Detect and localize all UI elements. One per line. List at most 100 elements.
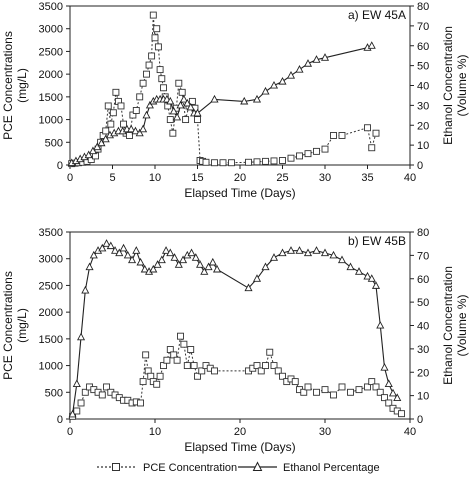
panel-b-ethanol-point [102, 239, 111, 247]
panel-a-pce-point [154, 43, 162, 51]
panel-b-ethanol-point [286, 246, 296, 254]
panel-a-pce-point [112, 88, 120, 96]
panel-a-pce-point [304, 150, 312, 158]
panel-a-y-left-tick-label: 3000 [39, 24, 63, 36]
panel-a-pce-point [139, 79, 147, 87]
panel-a-pce-point [338, 132, 346, 139]
panel-b-panel-label: b) EW 45B [348, 234, 406, 248]
panel-b-y-right-tick-label: 0 [417, 414, 423, 426]
panel-a-ethanol-point [278, 76, 287, 85]
panel-b-pce-point [198, 367, 206, 375]
panel-b-ethanol-point [77, 332, 86, 341]
panel-a-y-right-axis-label-line: (Volume %) [455, 54, 469, 116]
panel-a-y-right-tick-label: 40 [417, 81, 429, 93]
panel-b-ethanol-point [81, 285, 90, 294]
panel-b-ethanol-point [191, 253, 200, 261]
panel-b-y-right-tick-label: 60 [417, 274, 429, 286]
panel-b-y-right-tick-label: 10 [417, 391, 429, 403]
panel-b-ethanol-point [380, 363, 389, 371]
legend-ethanol-label: Ethanol Percentage [283, 462, 380, 474]
panel-b-pce-point [398, 410, 405, 418]
panel-a-ethanol-point [240, 96, 249, 105]
panel-a-ethanol-point [269, 80, 279, 89]
panel-b-ethanol-point [115, 248, 124, 257]
panel-a-pce-point [287, 154, 295, 162]
panel-a-pce-point [120, 120, 128, 128]
panel-b-y-left-tick-label: 2500 [39, 280, 63, 292]
panel-b-ethanol-point [371, 281, 381, 289]
panel-b-ethanol-point [149, 264, 158, 273]
panel-b-x-tick-label: 10 [149, 426, 161, 438]
panel-b-y-left-tick-label: 1500 [39, 334, 63, 346]
panel-b-ethanol-point [208, 257, 217, 266]
panel-a-ethanol-point [320, 53, 330, 61]
panel-a-ethanol-point [166, 96, 175, 105]
panel-b-pce-point [137, 399, 145, 407]
panel-b-pce-point [156, 372, 164, 380]
panel-a-pce-point [160, 84, 167, 92]
panel-a-pce-point [169, 129, 177, 137]
panel-b-pce-point [257, 367, 265, 375]
panel-a-pce-point [156, 66, 164, 74]
panel-b-pce-point [262, 362, 269, 370]
panel-b-ethanol-point [128, 255, 137, 264]
panel-b-ethanol-point [72, 379, 81, 387]
panel-a-ethanol-point [252, 94, 262, 103]
panel-b-y-left-axis-label-line: PCE Concentrations [1, 271, 15, 380]
panel-a-pce-point [313, 147, 320, 155]
panel-a-y-right-tick-label: 60 [417, 41, 429, 53]
panel-b-ethanol-point [119, 243, 128, 252]
panel-b-ethanol-point [111, 246, 120, 254]
panel-b-pce-point [321, 386, 329, 394]
panel-b-x-tick-label: 0 [67, 426, 73, 438]
panel-b-ethanol-point [376, 320, 385, 329]
panel-b-y-left-tick-label: 0 [57, 414, 63, 426]
panel-a-pce-point [175, 79, 183, 87]
panel-b-pce-point [364, 383, 371, 391]
panel-a-pce-point [153, 25, 161, 33]
panel-b-ethanol-point [157, 255, 166, 264]
panel-a-plot-frame [69, 5, 411, 166]
panel-a-x-tick-label: 10 [149, 172, 161, 184]
panel-b-ethanol-point [363, 271, 372, 280]
panel-b-y-right-tick-label: 40 [417, 321, 429, 333]
panel-a-y-right-tick-label: 70 [417, 21, 429, 33]
panel-a-pce-point [219, 159, 227, 167]
legend-pce-label: PCE Concentration [143, 462, 237, 474]
panel-a-ethanol-point [210, 94, 219, 103]
panel-b-pce-point [304, 383, 312, 391]
panel-b-pce-point [73, 407, 81, 415]
panel-b-ethanol-point [337, 255, 347, 264]
panel-b-ethanol-point [153, 260, 162, 268]
panel-a-pce-point [296, 152, 303, 160]
panel-a-pce-point [117, 102, 125, 110]
panel-b-pce-point [313, 388, 320, 396]
panel-b-ethanol-point [170, 253, 179, 261]
panel-b-ethanol-point [89, 250, 98, 259]
panel-a-ethanol-point [193, 108, 202, 117]
panel-a-x-tick-label: 20 [234, 172, 246, 184]
panel-a-pce-point [149, 11, 157, 19]
panel-a-pce-point [143, 70, 150, 78]
panel-a-pce-point [158, 75, 166, 83]
panel-b-ethanol-point [393, 393, 402, 402]
panel-b-ethanol-point [261, 262, 270, 271]
panel-b-pce-point [194, 372, 201, 380]
panel-a-y-left-tick-label: 2500 [39, 46, 63, 58]
panel-b-ethanol-point [384, 379, 393, 387]
panel-a-y-right-tick-label: 50 [417, 61, 429, 73]
panel-b-ethanol-point [132, 246, 141, 254]
panel-b-pce-point [98, 391, 106, 399]
panel-a-x-tick-label: 35 [361, 172, 373, 184]
panel-b-ethanol-point [244, 283, 253, 292]
panel-a-pce-point [279, 157, 286, 164]
panel-b-ethanol-point [312, 246, 321, 254]
panel-a-ethanol-point [97, 138, 106, 147]
panel-b-pce-point [253, 362, 261, 370]
panel-a-ethanol-point [179, 94, 188, 103]
panel-b-ethanol-point [278, 248, 287, 257]
panel-b-y-left-tick-label: 3000 [39, 254, 63, 266]
panel-b-ethanol-point [174, 260, 183, 268]
panel-b-ethanol-point [204, 262, 213, 271]
panel-b-ethanol-point [123, 250, 132, 259]
